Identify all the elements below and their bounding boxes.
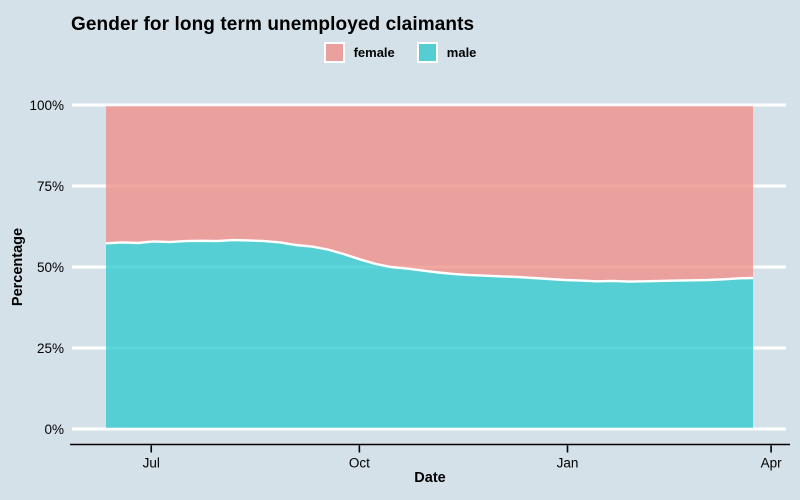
legend: female male: [0, 42, 800, 63]
y-tick-label: 100%: [29, 98, 64, 113]
area-male: [106, 240, 753, 429]
legend-label: female: [353, 45, 395, 60]
legend-item-female: female: [323, 42, 395, 63]
area-female: [106, 105, 753, 282]
x-tick-label: Oct: [349, 456, 370, 471]
y-tick-label: 25%: [37, 341, 64, 356]
male-female-boundary-line: [105, 238, 754, 283]
legend-item-male: male: [416, 42, 477, 63]
y-axis-title: Percentage: [10, 228, 26, 306]
legend-swatch-female: [323, 42, 345, 63]
x-tick-label: Jul: [143, 456, 160, 471]
x-tick-label: Jan: [557, 456, 579, 471]
legend-label: male: [446, 45, 477, 60]
y-tick-label: 0%: [44, 422, 64, 437]
y-tick-label: 50%: [37, 260, 64, 275]
x-tick-label: Apr: [761, 456, 783, 471]
y-tick-label: 75%: [37, 179, 64, 194]
chart-title: Gender for long term unemployed claimant…: [71, 14, 475, 35]
legend-swatch-male: [416, 42, 438, 63]
x-axis-title: Date: [414, 470, 445, 486]
